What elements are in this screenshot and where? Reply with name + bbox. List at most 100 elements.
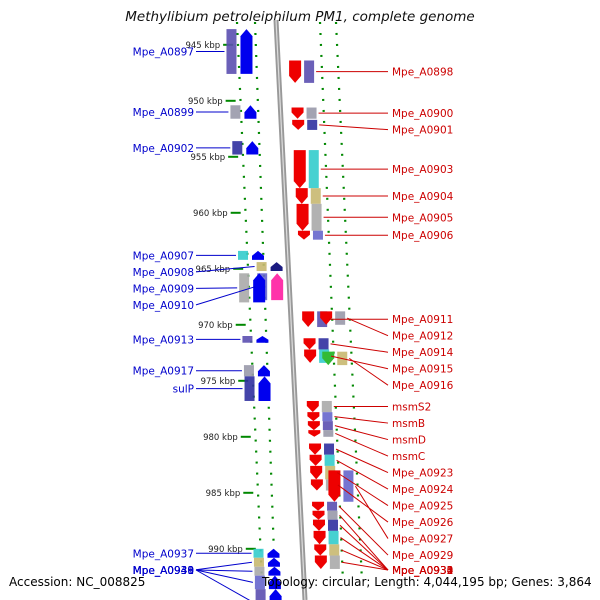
- cog-box: [256, 262, 267, 272]
- cog-box: [322, 421, 333, 431]
- cog-box: [324, 454, 335, 466]
- leader-line: [195, 569, 251, 600]
- leader-line: [195, 286, 256, 306]
- cog-box: [239, 273, 250, 303]
- gene-arrow: [252, 250, 265, 260]
- gene-label: Mpe_A0934: [392, 565, 454, 577]
- cog-box: [306, 107, 317, 119]
- gene-label: Mpe_A0937: [133, 548, 194, 560]
- ruler-tick-label: 955 kbp: [191, 153, 226, 163]
- cog-box: [312, 230, 323, 240]
- gene-arrow: [271, 273, 284, 301]
- cog-box: [323, 430, 334, 437]
- gene-label: Mpe_A0933: [392, 565, 453, 577]
- cog-box: [311, 203, 322, 231]
- cog-box: [329, 555, 340, 569]
- gene-arrow: [240, 29, 253, 74]
- figure-title: Methylibium petroleiphilum PM1, complete…: [125, 9, 475, 25]
- gene-arrow: [297, 230, 310, 240]
- leader-line: [341, 561, 389, 571]
- label-leaders: [195, 51, 389, 600]
- gene-arrow: [257, 365, 270, 377]
- cog-box: [254, 575, 265, 590]
- cog-box: [321, 400, 332, 413]
- gene-arrow: [256, 336, 269, 343]
- gene-label: Mpe_A0909: [133, 283, 194, 295]
- leader-line: [319, 124, 389, 131]
- ruler-tick-label: 985 kbp: [206, 489, 241, 499]
- leader-line: [339, 514, 389, 571]
- gene-arrow: [328, 470, 341, 502]
- gene-label: Mpe_A0902: [133, 143, 194, 155]
- gene-label: Mpe_A0908: [133, 267, 194, 279]
- gene-label: Mpe_A0910: [133, 300, 194, 312]
- cog-box: [226, 29, 237, 74]
- gene-label: Mpe_A0941: [133, 565, 194, 577]
- leader-line: [336, 459, 389, 490]
- accession-text: Accession: NC_008825: [9, 575, 146, 589]
- cog-box: [255, 589, 266, 600]
- gene-label: Mpe_A0917: [133, 366, 194, 378]
- genome-backbone: [273, 19, 308, 600]
- gene-label: Mpe_A0904: [392, 191, 454, 203]
- cog-box: [253, 548, 264, 558]
- gene-label: Mpe_A0911: [392, 314, 453, 326]
- leader-line: [195, 561, 253, 571]
- leader-line: [335, 432, 389, 457]
- gene-label: Mpe_A0930: [392, 565, 453, 577]
- ruler-tick-label: 990 kbp: [208, 545, 243, 555]
- gene-arrow: [258, 376, 271, 401]
- gene-label: Mpe_A0906: [392, 230, 454, 242]
- leader-line: [338, 505, 389, 556]
- cog-box: [253, 557, 264, 567]
- footer: Accession: NC_008825 Topology: circular;…: [9, 575, 592, 589]
- leader-line: [195, 287, 238, 289]
- cog-box: [329, 544, 340, 556]
- gene-arrow: [270, 262, 283, 272]
- gene-arrow: [313, 530, 326, 545]
- leader-line: [348, 357, 389, 386]
- ruler-tick-label: 980 kbp: [203, 433, 238, 443]
- cog-box: [328, 530, 339, 545]
- gene-label: Mpe_A0899: [133, 107, 194, 119]
- gene-arrow: [291, 107, 304, 119]
- gene-arrow: [322, 351, 335, 366]
- gene-arrow: [309, 454, 322, 466]
- gene-arrow: [307, 421, 320, 431]
- gene-label: msmC: [392, 451, 425, 463]
- gene-arrow: [314, 544, 327, 556]
- cog-box: [232, 141, 243, 155]
- cog-box: [308, 150, 319, 189]
- gene-label: Mpe_A0898: [392, 67, 453, 79]
- gene-arrow: [312, 519, 325, 531]
- cog-box: [327, 510, 338, 520]
- leader-line: [340, 537, 389, 571]
- gene-arrow: [312, 510, 325, 520]
- gene-arrow: [253, 273, 266, 303]
- ruler-tick-label: 975 kbp: [201, 377, 236, 387]
- gene-arrow: [268, 566, 281, 576]
- gene-label: msmB: [392, 418, 425, 430]
- leader-line: [334, 416, 389, 424]
- gene-arrow: [269, 589, 282, 600]
- gene-label: Mpe_A0932: [392, 565, 453, 577]
- cog-box: [230, 105, 241, 119]
- gene-arrow: [309, 443, 322, 455]
- gene-arrow: [306, 400, 319, 413]
- gene-arrow: [268, 575, 281, 590]
- genome-meta-text: Topology: circular; Length: 4,044,195 bp…: [262, 575, 592, 589]
- gene-label: Mpe_A0905: [392, 212, 453, 224]
- gene-arrow: [304, 349, 317, 363]
- cog-box: [327, 501, 338, 511]
- gene-arrow: [303, 338, 316, 350]
- gene-arrows: [240, 29, 341, 600]
- ruler-tick-label: 970 kbp: [198, 321, 233, 331]
- gene-label: msmD: [392, 435, 426, 447]
- gene-arrow: [267, 557, 280, 567]
- leader-line: [195, 569, 253, 572]
- leader-line: [337, 484, 389, 523]
- cog-box: [243, 365, 254, 377]
- leader-line: [339, 524, 389, 571]
- gene-label: Mpe_A0929: [392, 550, 453, 562]
